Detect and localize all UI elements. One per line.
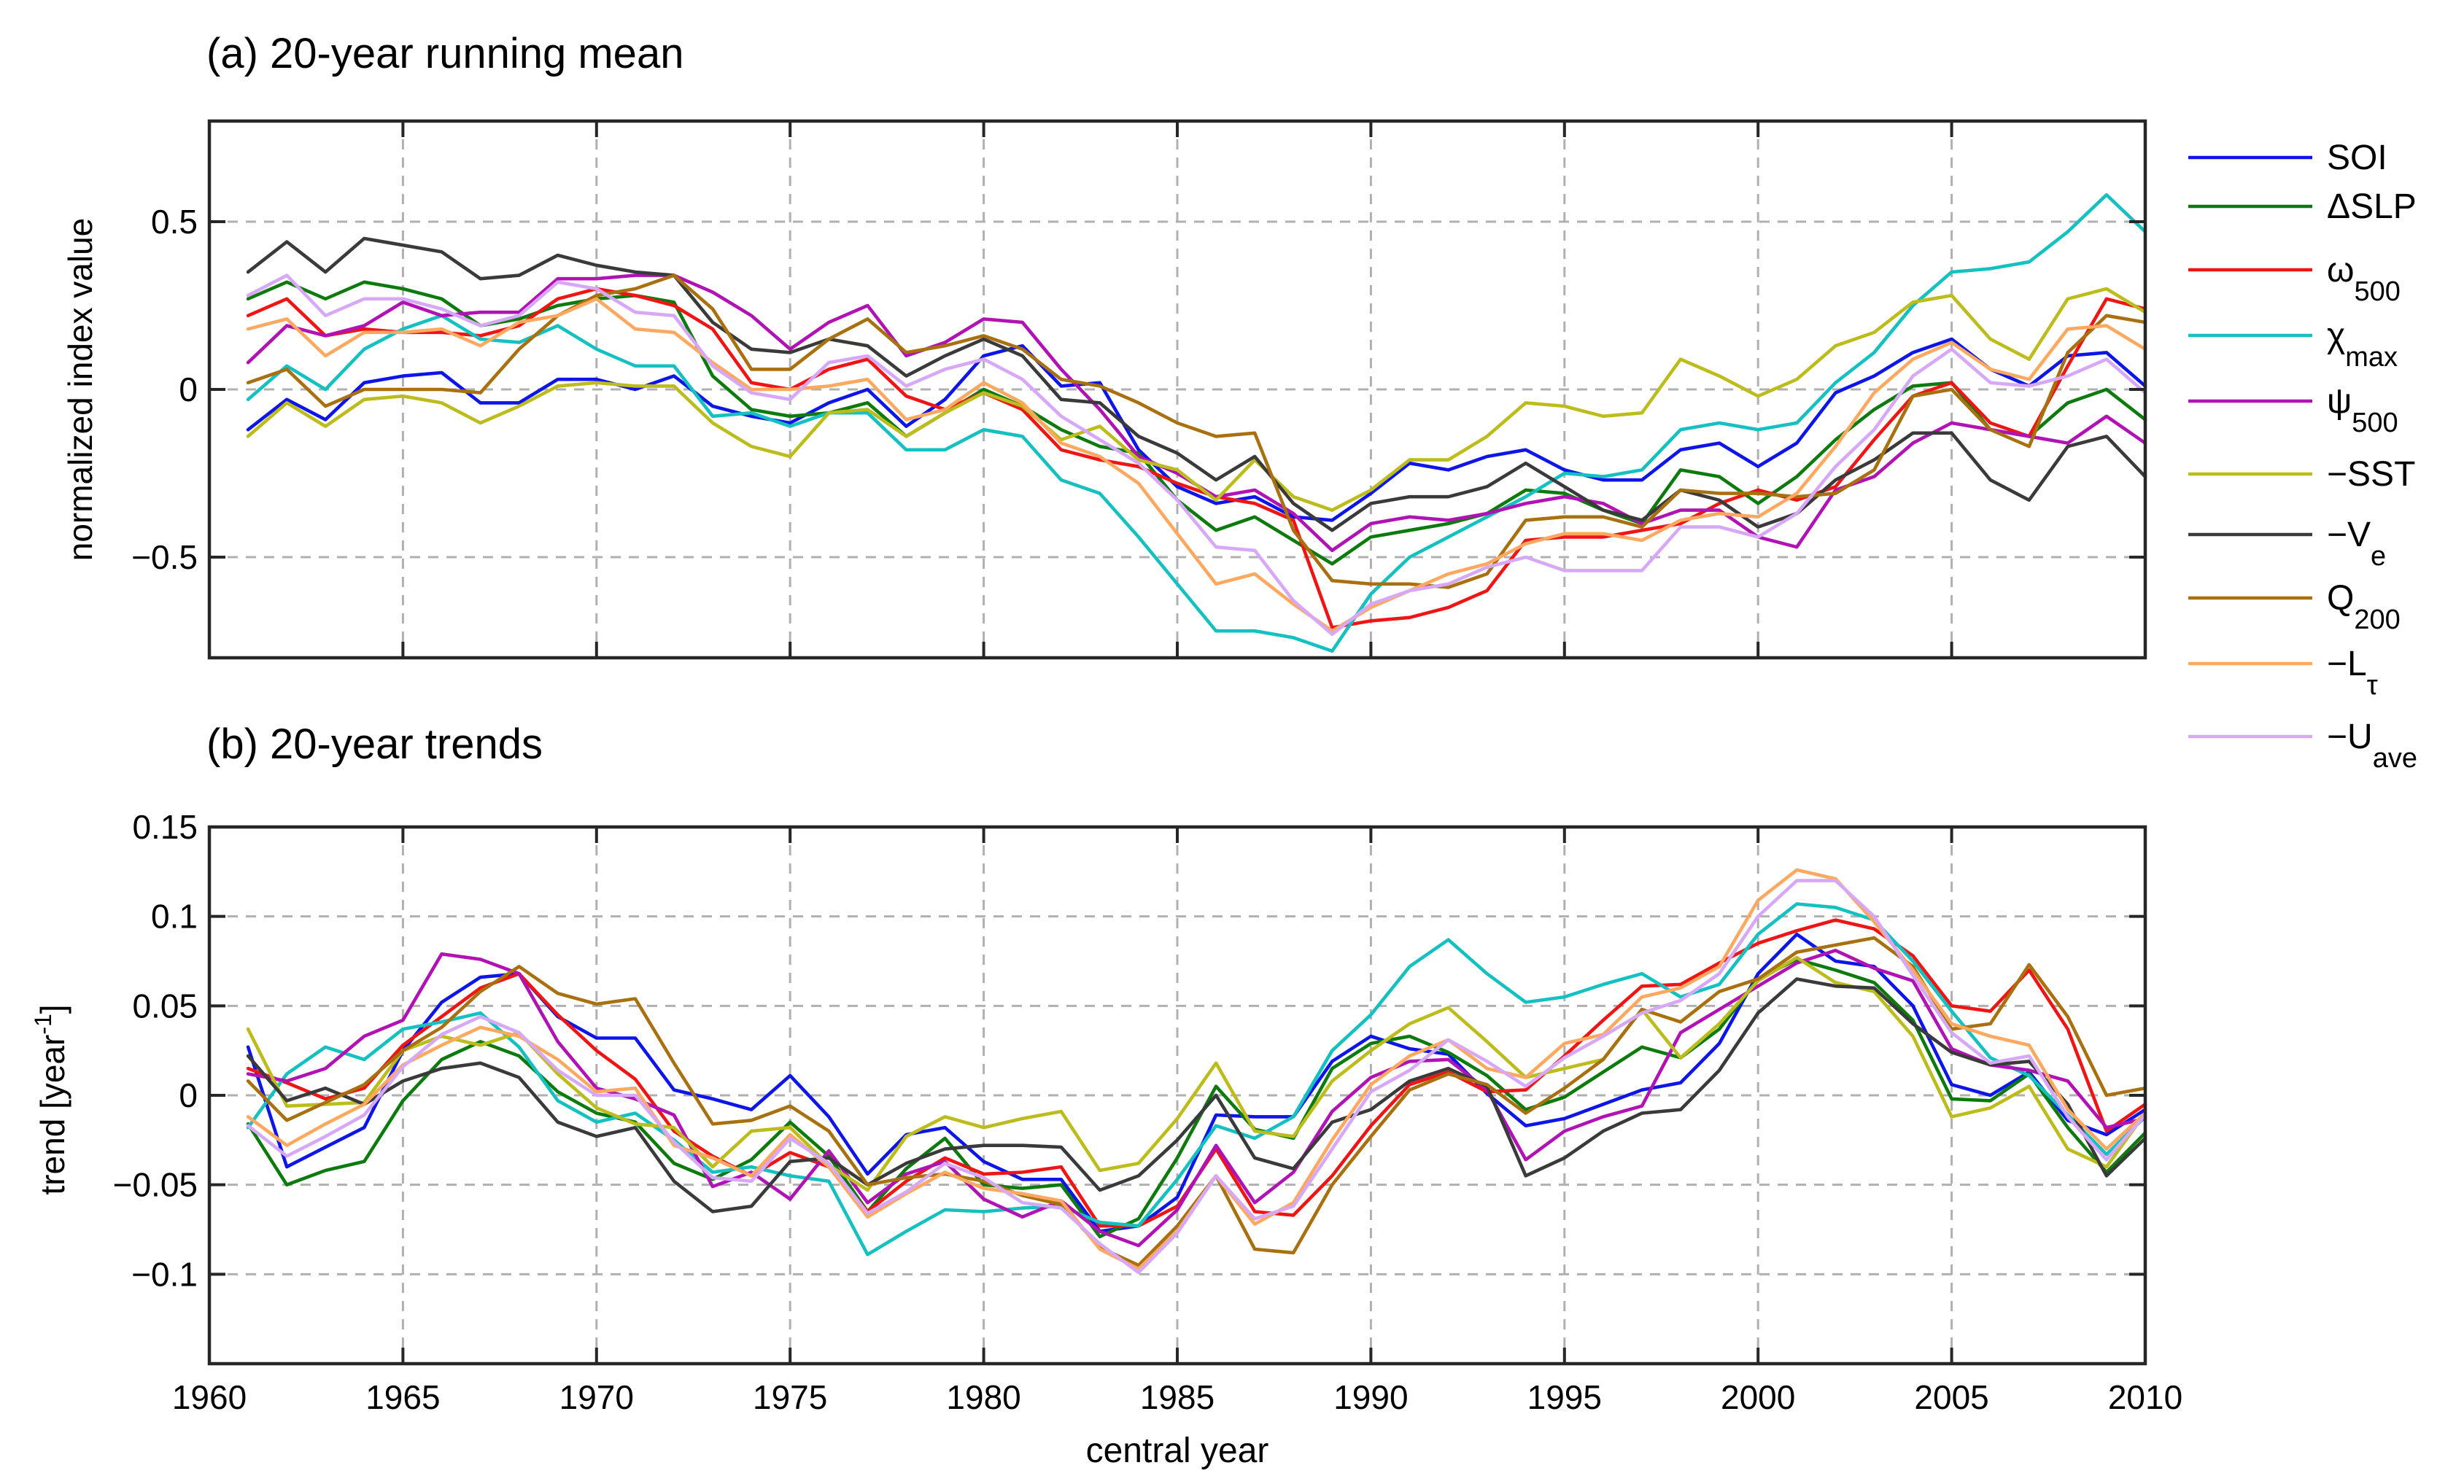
x-tick-label-1980: 1980 <box>946 1378 1020 1416</box>
legend-label-base-sst: −SST <box>2327 455 2415 494</box>
panel-a-ticks: −0.5 0 0.5 <box>131 121 2147 658</box>
legend-label-uave: −Uave <box>2327 718 2417 774</box>
x-tick-label-1975: 1975 <box>753 1378 827 1416</box>
legend-item-psi: ψ500 <box>2188 382 2398 438</box>
legend-label-q200: Q200 <box>2327 579 2401 635</box>
panel-a-series-ve <box>246 236 2147 532</box>
panel-b-series <box>246 868 2147 1275</box>
panel-a-series-soi <box>246 337 2147 522</box>
legend-label-ve: −Ve <box>2327 516 2386 572</box>
x-tick-label-2000: 2000 <box>1721 1378 1795 1416</box>
panel-b-trends: (b) 20-year trends 1960 1965 1970 1975 1980 1… <box>30 720 2182 1470</box>
panel-b-ytick-label-0: −0.1 <box>131 1255 198 1293</box>
panel-b-ytick-label-3: 0.05 <box>132 987 198 1025</box>
panel-a-ytick-label-2: 0.5 <box>151 203 198 241</box>
panel-b-grid <box>209 827 2145 1364</box>
legend-item-chi: χmax <box>2188 316 2398 373</box>
legend-label-base-dslp: ΔSLP <box>2327 187 2417 226</box>
legend-label-base-uave: −U <box>2327 718 2373 756</box>
panel-a-series-w500 <box>246 287 2147 629</box>
panel-b-ticks: 1960 1965 1970 1975 1980 1985 1990 1995 2000 2005… <box>113 808 2183 1416</box>
panel-a-series <box>246 193 2147 653</box>
x-tick-label-1995: 1995 <box>1527 1378 1602 1416</box>
panel-b-series-psi <box>246 949 2147 1248</box>
x-tick-label-1970: 1970 <box>559 1378 634 1416</box>
legend-label-sub-lt: τ <box>2367 670 2378 701</box>
panel-b-ylabel-end: ] <box>34 1004 71 1014</box>
panel-a-grid <box>209 121 2145 658</box>
legend-label-sub-uave: ave <box>2373 743 2417 774</box>
legend-label-sst: −SST <box>2327 455 2415 494</box>
panel-b-ylabel: trend [year-1] <box>30 1004 71 1194</box>
panel-a-series-uave <box>246 273 2147 637</box>
panel-a-ytick-label-1: 0 <box>179 370 198 408</box>
legend-item-ve: −Ve <box>2188 516 2386 572</box>
panel-b-ytick-label-1: −0.05 <box>113 1166 198 1204</box>
legend-label-chi: χmax <box>2327 316 2398 373</box>
panel-a-series-dslp <box>246 280 2147 566</box>
panel-b-ytick-label-4: 0.1 <box>151 898 198 936</box>
panel-a-series-lt <box>246 297 2147 633</box>
legend-label-base-q200: Q <box>2327 579 2354 618</box>
legend-item-lt: −Lτ <box>2188 645 2378 701</box>
panel-a-series-chi <box>246 193 2147 653</box>
legend-label-psi: ψ500 <box>2327 382 2398 438</box>
legend-label-sub-q200: 200 <box>2354 605 2400 635</box>
panel-a-series-sst <box>246 287 2147 512</box>
legend-item-q200: Q200 <box>2188 579 2401 635</box>
x-tick-label-1960: 1960 <box>172 1378 247 1416</box>
legend-label-base-soi: SOI <box>2327 139 2387 177</box>
legend-label-sub-w500: 500 <box>2354 276 2400 307</box>
panel-a-title: (a) 20-year running mean <box>206 30 683 77</box>
legend-label-base-w500: ω <box>2327 251 2354 290</box>
x-tick-label-1985: 1985 <box>1140 1378 1214 1416</box>
panel-a-running-mean: (a) 20-year running mean −0.5 0 0.5 normal… <box>61 30 2147 660</box>
x-tick-label-2005: 2005 <box>1914 1378 1988 1416</box>
legend-label-lt: −Lτ <box>2327 645 2378 701</box>
x-axis-label: central year <box>1086 1431 1269 1470</box>
legend-item-dslp: ΔSLP <box>2188 187 2417 226</box>
legend-item-sst: −SST <box>2188 455 2415 494</box>
panel-a-ytick-label-0: −0.5 <box>131 538 198 576</box>
legend-item-w500: ω500 <box>2188 251 2401 307</box>
x-tick-label-1965: 1965 <box>365 1378 440 1416</box>
legend-label-base-chi: χ <box>2327 316 2345 355</box>
legend-label-soi: SOI <box>2327 139 2387 177</box>
panel-b-series-ve <box>246 977 2147 1213</box>
panel-b-ylabel-sup: -1 <box>30 1014 56 1034</box>
legend-label-dslp: ΔSLP <box>2327 187 2417 226</box>
legend-label-w500: ω500 <box>2327 251 2401 307</box>
panel-a-ylabel: normalized index value <box>61 218 99 562</box>
panel-b-ylabel-main: trend [year <box>34 1035 71 1195</box>
legend-item-uave: −Uave <box>2188 718 2417 774</box>
panel-b-series-uave <box>246 879 2147 1275</box>
x-tick-label-1990: 1990 <box>1333 1378 1408 1416</box>
panel-b-series-sst <box>246 955 2147 1192</box>
legend-label-sub-psi: 500 <box>2352 408 2398 438</box>
x-tick-label-2010: 2010 <box>2108 1378 2182 1416</box>
panel-b-ytick-label-2: 0 <box>179 1076 198 1114</box>
legend-label-sub-chi: max <box>2345 342 2398 373</box>
legend-label-sub-ve: e <box>2371 541 2386 572</box>
legend-label-base-ve: −V <box>2327 516 2371 554</box>
panel-b-ytick-label-5: 0.15 <box>132 808 198 846</box>
panel-b-series-chi <box>246 902 2147 1256</box>
panel-b-series-dslp <box>246 957 2147 1239</box>
legend-label-base-lt: −L <box>2327 645 2367 683</box>
panel-a-series-q200 <box>246 273 2147 589</box>
legend-item-soi: SOI <box>2188 139 2387 177</box>
legend-label-base-psi: ψ <box>2327 382 2352 421</box>
panel-b-title: (b) 20-year trends <box>206 720 543 768</box>
